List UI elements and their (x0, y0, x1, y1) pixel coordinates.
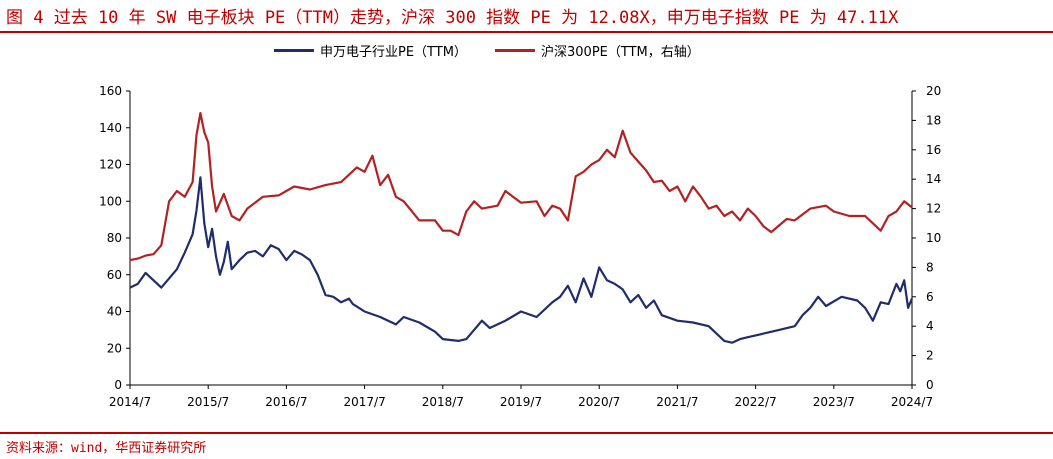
x-tick-label: 2023/7 (813, 395, 855, 409)
y-right-tick-label: 14 (926, 172, 941, 186)
x-tick-label: 2019/7 (500, 395, 542, 409)
series-line-electronics-pe (129, 176, 914, 344)
x-tick-label: 2014/7 (109, 395, 151, 409)
legend-swatch-series2 (495, 49, 535, 52)
y-left-tick-label: 120 (99, 158, 122, 172)
y-left-tick-label: 40 (107, 305, 122, 319)
x-tick-label: 2015/7 (187, 395, 229, 409)
x-tick-label: 2018/7 (422, 395, 464, 409)
y-left-tick-label: 0 (114, 378, 122, 392)
x-tick-label: 2022/7 (734, 395, 776, 409)
y-right-tick-label: 12 (926, 202, 941, 216)
y-right-tick-label: 4 (926, 319, 934, 333)
y-right-tick-label: 20 (926, 84, 941, 98)
x-tick-label: 2021/7 (656, 395, 698, 409)
y-right-tick-label: 0 (926, 378, 934, 392)
series-line-hs300-pe (129, 111, 913, 262)
y-left-tick-label: 60 (107, 268, 122, 282)
figure-title: 图 4 过去 10 年 SW 电子板块 PE（TTM）走势，沪深 300 指数 … (6, 8, 899, 28)
y-right-tick-label: 16 (926, 143, 941, 157)
y-right-tick-label: 10 (926, 231, 941, 245)
x-tick-label: 2017/7 (343, 395, 385, 409)
y-right-tick-label: 18 (926, 113, 941, 127)
legend-item-series1: 申万电子行业PE（TTM） (274, 41, 467, 60)
legend-swatch-series1 (274, 49, 314, 52)
x-tick-label: 2024/7 (891, 395, 933, 409)
chart-legend: 申万电子行业PE（TTM） 沪深300PE（TTM，右轴） (0, 41, 1053, 61)
y-left-tick-label: 100 (99, 194, 122, 208)
y-left-tick-label: 160 (99, 84, 122, 98)
x-tick-label: 2016/7 (265, 395, 307, 409)
footer-divider (0, 432, 1053, 434)
y-left-tick-label: 80 (107, 231, 122, 245)
source-note: 资料来源：wind，华西证券研究所 (6, 441, 207, 456)
legend-item-series2: 沪深300PE（TTM，右轴） (495, 41, 700, 60)
y-right-tick-label: 2 (926, 349, 934, 363)
title-divider (0, 31, 1053, 33)
legend-label-series1: 申万电子行业PE（TTM） (320, 45, 467, 60)
y-right-tick-label: 8 (926, 260, 934, 274)
y-left-tick-label: 140 (99, 121, 122, 135)
y-right-tick-label: 6 (926, 290, 934, 304)
legend-label-series2: 沪深300PE（TTM，右轴） (541, 45, 700, 60)
x-tick-label: 2020/7 (578, 395, 620, 409)
y-left-tick-label: 20 (107, 341, 122, 355)
